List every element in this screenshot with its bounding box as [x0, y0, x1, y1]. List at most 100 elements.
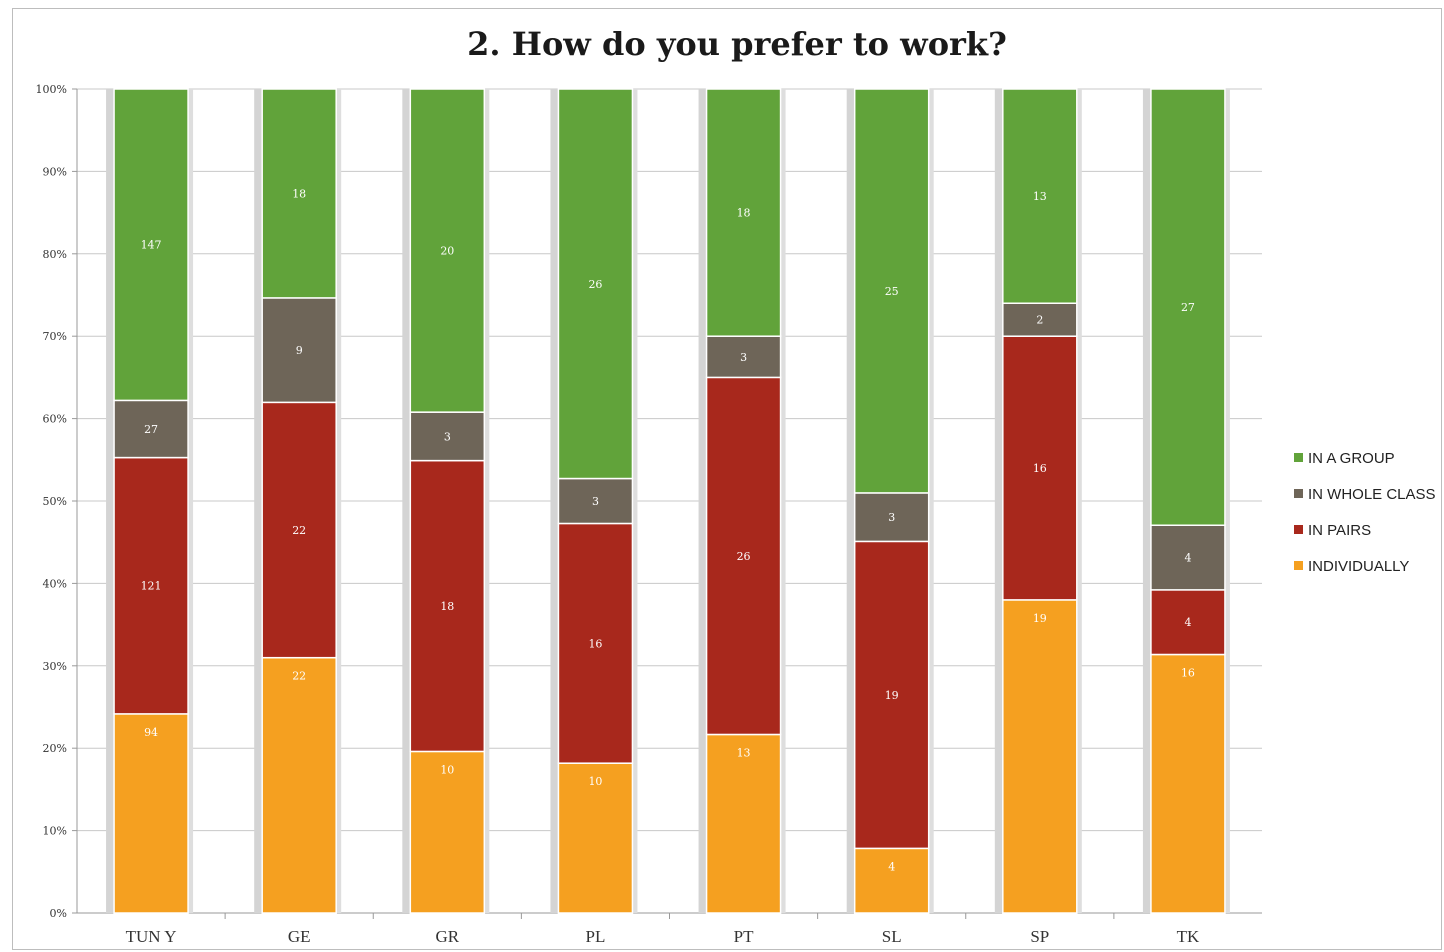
bar-segment [261, 297, 337, 404]
legend-swatch [1294, 525, 1303, 534]
data-label: 2 [1036, 314, 1043, 327]
data-label: 3 [888, 511, 895, 524]
x-tick-label: TUN Y [126, 927, 177, 946]
legend-label: INDIVIDUALLY [1308, 558, 1409, 575]
data-label: 20 [440, 245, 454, 258]
data-label: 4 [888, 860, 895, 873]
data-label: 18 [737, 207, 751, 220]
bar-shadow-left [402, 89, 411, 913]
data-label: 13 [1033, 190, 1047, 203]
bar-shadow-right [484, 89, 490, 913]
data-label: 121 [141, 580, 162, 593]
data-label: 9 [296, 344, 303, 357]
bar-shadow-left [254, 89, 263, 913]
data-label: 16 [1181, 666, 1195, 679]
y-tick-label: 20% [43, 742, 67, 755]
data-label: 22 [292, 670, 306, 683]
data-label: 27 [144, 423, 158, 436]
y-tick-label: 10% [43, 825, 67, 838]
y-tick-label: 100% [36, 83, 67, 96]
bar-shadow-left [1142, 89, 1151, 913]
bar-shadow-right [188, 89, 194, 913]
data-label: 19 [1033, 612, 1047, 625]
bar-segment [705, 335, 782, 379]
x-tick-label: SL [882, 927, 902, 946]
axes: 0% 10% 20% 30% 40% 50% 60% 70% 80% 90% 100% TUN Y GE… [36, 83, 1200, 946]
bar-shadow-right [632, 89, 638, 913]
bar-segment [409, 459, 486, 753]
data-label: 10 [440, 763, 454, 776]
bar-segment [113, 713, 189, 914]
legend-swatch [1294, 489, 1303, 498]
y-tick-label: 50% [43, 495, 67, 508]
data-label: 3 [592, 495, 599, 508]
x-tick-label: GR [436, 927, 460, 946]
bar-segment [409, 411, 486, 462]
bar-segment [1002, 599, 1078, 914]
x-tick-label: PT [734, 927, 754, 946]
data-label: 147 [141, 239, 162, 252]
bar-segment [853, 847, 930, 914]
data-label: 18 [292, 187, 306, 200]
chart-title: 2. How do you prefer to work? [467, 25, 1007, 63]
data-label: 25 [885, 285, 899, 298]
legend: IN A GROUP IN WHOLE CLASS IN PAIRS INDIVIDU… [1294, 450, 1436, 575]
bar-segment [1150, 88, 1226, 526]
y-tick-label: 60% [43, 413, 67, 426]
bar-shadow-left [994, 89, 1003, 913]
bar-segment [557, 477, 634, 525]
data-label: 4 [1184, 552, 1191, 565]
bar-segment [113, 88, 189, 402]
bar-segment [853, 540, 930, 850]
legend-label: IN PAIRS [1308, 522, 1371, 539]
bar-segment [113, 456, 189, 715]
data-label: 13 [737, 746, 751, 759]
bar-segment [113, 399, 189, 459]
data-label: 19 [885, 689, 899, 702]
y-tick-label: 30% [43, 660, 67, 673]
data-label: 3 [740, 351, 747, 364]
data-label: 26 [588, 278, 602, 291]
bar-segment [853, 88, 930, 494]
bar-shadow-right [1076, 89, 1082, 913]
data-label: 10 [588, 775, 602, 788]
legend-label: IN A GROUP [1308, 450, 1395, 467]
data-label: 4 [1184, 616, 1191, 629]
data-label: 94 [144, 726, 158, 739]
bar-segment [409, 88, 486, 413]
x-tick-label: SP [1030, 927, 1049, 946]
y-tick-label: 40% [43, 577, 67, 590]
y-tick-label: 90% [43, 165, 67, 178]
bar-shadow-right [336, 89, 342, 913]
legend-swatch [1294, 561, 1303, 570]
bar-segment [1002, 88, 1078, 304]
x-tick-label: PL [586, 927, 606, 946]
data-label: 27 [1181, 301, 1195, 314]
y-tick-label: 0% [50, 907, 67, 920]
bar-segment [409, 750, 486, 914]
bar-segment [261, 88, 337, 299]
data-label: 16 [588, 637, 602, 650]
bar-segment [705, 88, 782, 337]
y-tick-label: 70% [43, 330, 67, 343]
data-label: 18 [440, 600, 454, 613]
legend-label: IN WHOLE CLASS [1308, 486, 1436, 503]
bar-shadow-left [106, 89, 115, 913]
bar-segment [1002, 335, 1078, 601]
bar-segment [261, 656, 337, 914]
x-tick-label: TK [1177, 927, 1200, 946]
bar-shadow-right [1224, 89, 1230, 913]
legend-swatch [1294, 453, 1303, 462]
bar-segment [261, 401, 337, 659]
bar-shadow-right [780, 89, 786, 913]
bar-segment [1002, 302, 1078, 337]
x-tick-label: GE [288, 927, 311, 946]
bar-shadow-left [846, 89, 855, 913]
bar-segment [1150, 524, 1226, 591]
data-label: 22 [292, 524, 306, 537]
bar-segment [1150, 589, 1226, 656]
bar-segment [557, 88, 634, 480]
bar-shadow-left [698, 89, 707, 913]
bar-segment [705, 376, 782, 736]
